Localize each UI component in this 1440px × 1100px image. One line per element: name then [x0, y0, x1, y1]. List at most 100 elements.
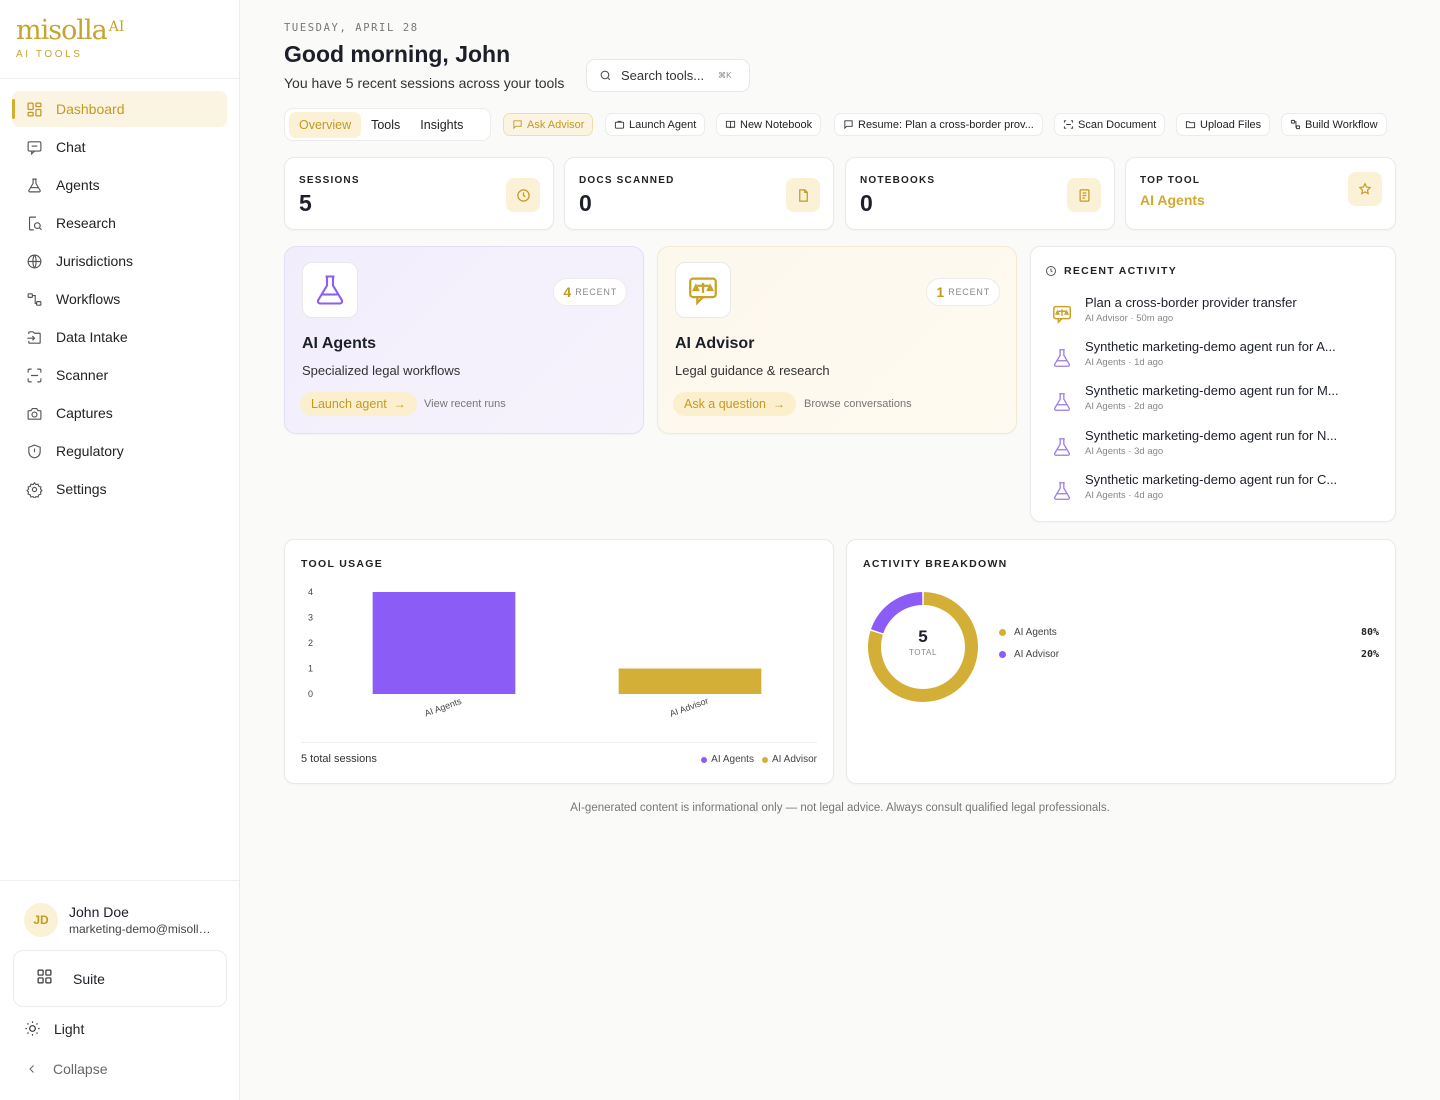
sidebar-item-data-intake[interactable]: Data Intake — [12, 319, 227, 355]
legend-dot — [761, 756, 768, 763]
sidebar-item-regulatory[interactable]: Regulatory — [12, 433, 227, 469]
activity-title: Plan a cross-border provider transfer — [1085, 295, 1297, 310]
sidebar-item-jurisdictions[interactable]: Jurisdictions — [12, 243, 227, 279]
sidebar-item-agents[interactable]: Agents — [12, 167, 227, 203]
workflow-icon — [25, 290, 43, 308]
search-input[interactable]: Search tools... ⌘K — [586, 59, 750, 92]
chevron-left-icon — [26, 1063, 38, 1075]
user-profile[interactable]: JD John Doe marketing-demo@misolla.ai — [24, 903, 215, 937]
research-icon — [25, 214, 43, 232]
upload-files-button[interactable]: Upload Files — [1176, 113, 1271, 136]
collapse-button[interactable]: Collapse — [26, 1061, 107, 1077]
sidebar-item-label: Captures — [56, 405, 113, 421]
sidebar-item-label: Jurisdictions — [56, 253, 134, 269]
donut-total-label: TOTAL — [908, 648, 938, 657]
activity-item[interactable]: Synthetic marketing-demo agent run for C… — [1047, 472, 1367, 514]
stat-card-docs-scanned: DOCS SCANNED 0 — [564, 157, 834, 230]
activity-breakdown-chart — [868, 592, 978, 702]
activity-item[interactable]: Synthetic marketing-demo agent run for M… — [1047, 383, 1367, 425]
sidebar-item-label: Dashboard — [56, 101, 125, 117]
launch-agent-link[interactable]: Launch agent → — [300, 392, 417, 416]
activity-item[interactable]: Plan a cross-border provider transfer AI… — [1047, 295, 1367, 337]
theme-label: Light — [54, 1020, 85, 1037]
launch-agent-button[interactable]: Launch Agent — [605, 113, 706, 136]
sidebar-item-chat[interactable]: Chat — [12, 129, 227, 165]
breakdown-pct: 80% — [1360, 627, 1379, 638]
brand-tagline: AI TOOLS — [16, 49, 83, 60]
donut-slice[interactable] — [870, 592, 923, 634]
brand-logo: misolla AI — [16, 16, 239, 46]
advisor-icon — [675, 262, 731, 318]
chart-legend: AI Agents AI Advisor — [701, 754, 817, 765]
suite-button[interactable]: Suite — [13, 950, 227, 1007]
breakdown-name: AI Agents — [1014, 627, 1057, 638]
stat-card-top-tool: TOP TOOL AI Agents — [1125, 157, 1396, 230]
stat-label: NOTEBOOKS — [860, 175, 936, 186]
scan-icon — [25, 366, 43, 384]
x-tick-label: AI Agents — [423, 696, 463, 719]
tab-insights[interactable]: Insights — [420, 117, 464, 132]
new-notebook-button[interactable]: New Notebook — [716, 113, 822, 136]
stat-value: 0 — [860, 190, 873, 216]
sidebar-item-label: Research — [56, 215, 116, 231]
sidebar-nav: Dashboard Chat Agents Research Jurisdict… — [0, 79, 239, 507]
disclaimer: AI-generated content is informational on… — [570, 802, 1110, 814]
activity-meta: AI Agents · 4d ago — [1085, 490, 1164, 501]
sun-icon — [24, 1020, 41, 1037]
feature-card-ai-advisor[interactable]: 1 RECENT AI Advisor Legal guidance & rese… — [657, 246, 1017, 434]
stat-label: TOP TOOL — [1140, 175, 1201, 186]
sidebar-item-research[interactable]: Research — [12, 205, 227, 241]
browse-conversations-link[interactable]: Browse conversations — [804, 398, 912, 410]
bar[interactable] — [372, 592, 516, 694]
feature-subtitle: Specialized legal workflows — [302, 363, 461, 378]
search-icon — [599, 69, 612, 82]
feature-btn-label: Ask a question — [684, 397, 766, 411]
file-icon — [786, 178, 820, 212]
gear-icon — [25, 480, 43, 498]
feature-title: AI Advisor — [675, 335, 755, 352]
view-recent-runs-link[interactable]: View recent runs — [424, 398, 506, 410]
search-shortcut: ⌘K — [718, 71, 732, 80]
chat-icon — [512, 119, 523, 130]
theme-toggle[interactable]: Light — [24, 1020, 84, 1037]
message-icon — [843, 119, 854, 130]
ask-advisor-button[interactable]: Ask Advisor — [503, 113, 594, 136]
user-name: John Doe — [69, 904, 129, 920]
sidebar-item-dashboard[interactable]: Dashboard — [12, 91, 227, 127]
scan-icon — [1063, 119, 1074, 130]
flask-icon — [302, 262, 358, 318]
feature-title: AI Agents — [302, 335, 377, 352]
sidebar-item-captures[interactable]: Captures — [12, 395, 227, 431]
y-tick-label: 1 — [308, 664, 313, 674]
activity-item[interactable]: Synthetic marketing-demo agent run for N… — [1047, 428, 1367, 470]
resume-session-button[interactable]: Resume: Plan a cross-border prov... — [834, 113, 1043, 136]
activity-meta: AI Agents · 3d ago — [1085, 446, 1164, 457]
scan-document-button[interactable]: Scan Document — [1054, 113, 1166, 136]
arrow-right-icon: → — [773, 397, 785, 411]
sidebar-item-settings[interactable]: Settings — [12, 471, 227, 507]
sidebar-item-workflows[interactable]: Workflows — [12, 281, 227, 317]
bar[interactable] — [618, 668, 762, 695]
section-title: TOOL USAGE — [301, 558, 384, 570]
stat-value: AI Agents — [1140, 192, 1205, 208]
ask-question-link[interactable]: Ask a question → — [673, 392, 796, 416]
chip-label: Upload Files — [1200, 118, 1262, 131]
user-email: marketing-demo@misolla.ai — [69, 922, 215, 936]
activity-breakdown-card: ACTIVITY BREAKDOWN 5 TOTAL AI Agents 80%… — [846, 539, 1396, 784]
sidebar-item-label: Chat — [56, 139, 86, 155]
activity-meta: AI Agents · 1d ago — [1085, 357, 1164, 368]
feature-subtitle: Legal guidance & research — [675, 363, 830, 378]
sidebar-item-label: Agents — [56, 177, 100, 193]
tab-overview[interactable]: Overview — [289, 111, 362, 138]
build-workflow-button[interactable]: Build Workflow — [1281, 113, 1387, 136]
sidebar-item-scanner[interactable]: Scanner — [12, 357, 227, 393]
breakdown-row: AI Advisor 20% — [999, 649, 1379, 663]
brand[interactable]: misolla AI AI TOOLS — [0, 0, 239, 79]
feature-card-ai-agents[interactable]: 4 RECENT AI Agents Specialized legal work… — [284, 246, 644, 434]
legend-label: AI Advisor — [771, 754, 817, 765]
tab-tools[interactable]: Tools — [371, 117, 401, 132]
activity-item[interactable]: Synthetic marketing-demo agent run for A… — [1047, 339, 1367, 381]
total-sessions: 5 total sessions — [301, 753, 377, 765]
legend-dot — [999, 629, 1006, 636]
legend-item: AI Advisor — [761, 754, 817, 765]
